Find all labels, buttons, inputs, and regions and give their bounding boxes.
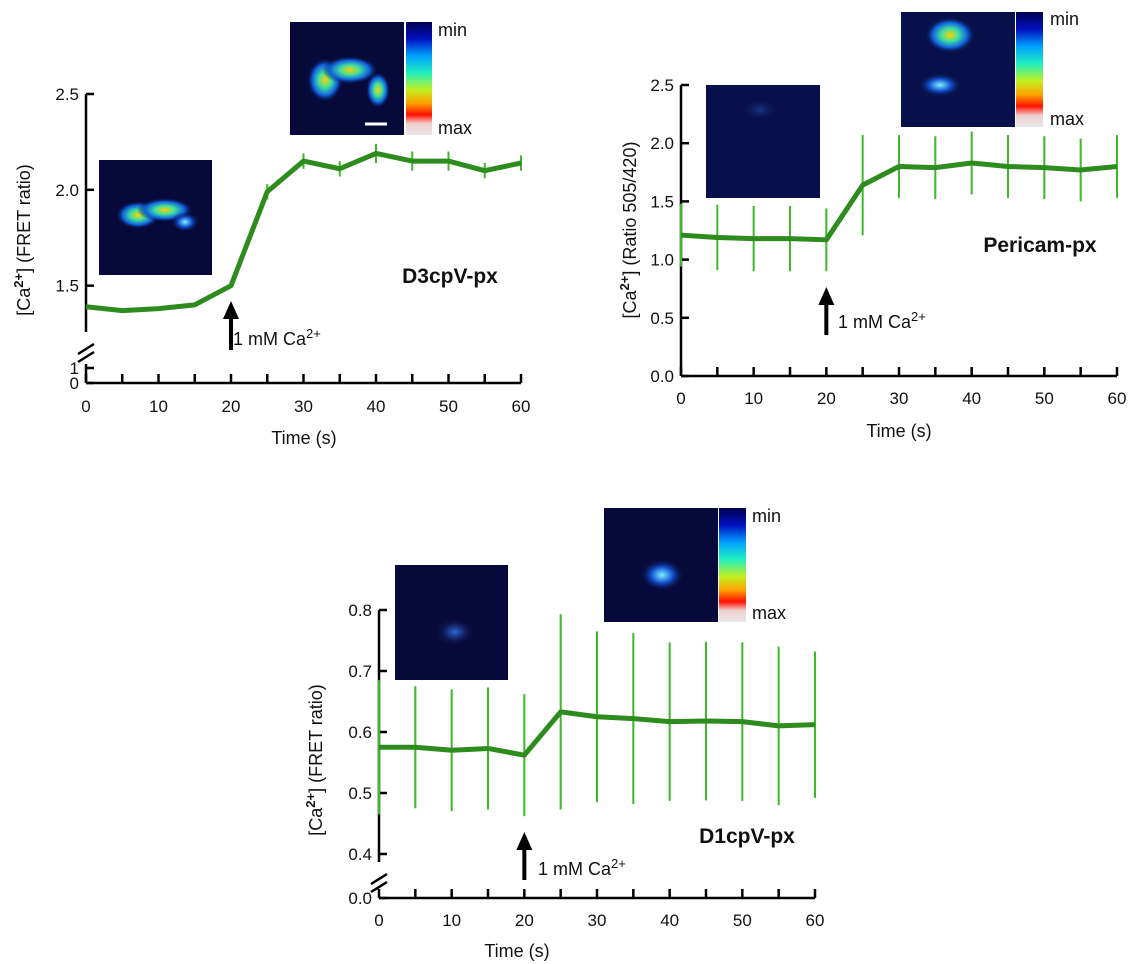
colorbar-label: min bbox=[1050, 9, 1079, 29]
cell-image bbox=[290, 22, 404, 135]
y-tick-label: 0.7 bbox=[348, 662, 372, 681]
y-tick-label: 0.8 bbox=[348, 601, 372, 620]
cell-image bbox=[901, 12, 1015, 127]
y-axis-label: [Ca2+] (FRET ratio) bbox=[303, 684, 327, 836]
y-tick-label: 2.0 bbox=[55, 181, 79, 200]
chart-title: D3cpV-px bbox=[402, 265, 498, 288]
y-axis-label-part: ] (FRET ratio) bbox=[14, 164, 34, 273]
y-axis-label-part: [Ca bbox=[14, 287, 34, 316]
y-tick-label: 0.0 bbox=[650, 367, 674, 386]
y-tick-label: 1.5 bbox=[55, 277, 79, 296]
y-tick-label: 2.5 bbox=[650, 76, 674, 95]
x-tick-label: 60 bbox=[512, 397, 531, 416]
figure: min max min max min max 011.52.02.501020… bbox=[0, 0, 1134, 964]
y-tick-label: 0.0 bbox=[348, 889, 372, 908]
colorbar-label: max bbox=[438, 118, 472, 138]
y-tick-label: 1.0 bbox=[650, 251, 674, 270]
x-axis-label: Time (s) bbox=[866, 421, 931, 441]
x-tick-label: 40 bbox=[367, 397, 386, 416]
x-tick-label: 30 bbox=[294, 397, 313, 416]
x-tick-label: 0 bbox=[676, 389, 685, 408]
annotation: 1 mM Ca2+ bbox=[233, 326, 321, 350]
x-tick-label: 50 bbox=[1035, 389, 1054, 408]
x-tick-label: 0 bbox=[81, 397, 90, 416]
annotation-arrowhead bbox=[516, 832, 532, 850]
colorbar-label: min bbox=[752, 506, 781, 526]
x-tick-label: 40 bbox=[660, 911, 679, 930]
x-tick-label: 10 bbox=[149, 397, 168, 416]
x-tick-label: 20 bbox=[817, 389, 836, 408]
y-axis-label-part: 2+ bbox=[303, 793, 318, 808]
y-tick-label: 2.5 bbox=[55, 85, 79, 104]
x-tick-label: 50 bbox=[733, 911, 752, 930]
cell-image bbox=[706, 85, 820, 198]
y-axis-label-part: 2+ bbox=[617, 275, 632, 290]
y-tick-label: 1 bbox=[70, 359, 79, 378]
y-tick-label: 0.4 bbox=[348, 845, 372, 864]
annotation-part: 2+ bbox=[611, 856, 626, 871]
x-tick-label: 50 bbox=[439, 397, 458, 416]
y-axis-label-part: [Ca bbox=[620, 289, 640, 318]
y-axis-label-part: 2+ bbox=[11, 273, 26, 288]
cell-image bbox=[395, 565, 508, 680]
annotation-part: 2+ bbox=[911, 309, 926, 324]
chart-title: D1cpV-px bbox=[699, 825, 795, 848]
x-axis-label: Time (s) bbox=[271, 428, 336, 448]
colorbar bbox=[1016, 12, 1043, 127]
annotation-arrowhead bbox=[818, 287, 834, 305]
x-tick-label: 10 bbox=[744, 389, 763, 408]
x-tick-label: 10 bbox=[442, 911, 461, 930]
chart-title: Pericam-px bbox=[983, 234, 1097, 257]
annotation-arrowhead bbox=[223, 301, 239, 319]
x-tick-label: 60 bbox=[1108, 389, 1127, 408]
annotation: 1 mM Ca2+ bbox=[538, 856, 626, 880]
x-tick-label: 0 bbox=[374, 911, 383, 930]
colorbar-label: min bbox=[438, 20, 467, 40]
y-axis-label-part: [Ca bbox=[306, 807, 326, 836]
y-tick-label: 1.5 bbox=[650, 192, 674, 211]
x-tick-label: 40 bbox=[962, 389, 981, 408]
x-tick-label: 30 bbox=[588, 911, 607, 930]
y-tick-label: 0.5 bbox=[348, 784, 372, 803]
colorbar-label: max bbox=[1050, 109, 1084, 129]
colorbar bbox=[719, 508, 746, 622]
y-axis-label: [Ca2+] (FRET ratio) bbox=[11, 164, 35, 316]
y-tick-label: 0.6 bbox=[348, 723, 372, 742]
annotation-part: 2+ bbox=[306, 326, 321, 341]
y-tick-label: 2.0 bbox=[650, 134, 674, 153]
annotation: 1 mM Ca2+ bbox=[838, 309, 926, 333]
colorbar-label: max bbox=[752, 603, 786, 623]
cell-image bbox=[99, 160, 212, 275]
annotation-part: 1 mM Ca bbox=[838, 312, 912, 332]
y-tick-label: 0.5 bbox=[650, 309, 674, 328]
x-tick-label: 20 bbox=[515, 911, 534, 930]
y-axis-label-part: ] (FRET ratio) bbox=[306, 684, 326, 793]
x-axis-label: Time (s) bbox=[484, 941, 549, 961]
colorbar bbox=[406, 22, 432, 135]
y-axis-label-part: ] (Ratio 505/420) bbox=[620, 142, 640, 276]
y-axis-label: [Ca2+] (Ratio 505/420) bbox=[617, 142, 641, 319]
cell-image bbox=[604, 508, 718, 622]
annotation-part: 1 mM Ca bbox=[233, 329, 307, 349]
x-tick-label: 30 bbox=[890, 389, 909, 408]
annotation-part: 1 mM Ca bbox=[538, 859, 612, 879]
x-tick-label: 20 bbox=[222, 397, 241, 416]
x-tick-label: 60 bbox=[806, 911, 825, 930]
